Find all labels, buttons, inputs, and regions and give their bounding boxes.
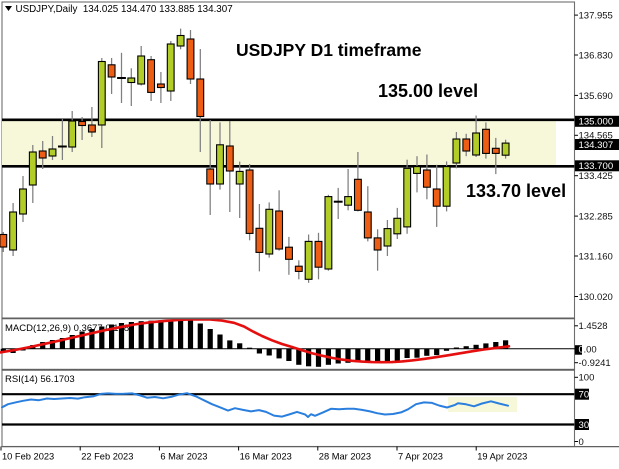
svg-text:132.285: 132.285: [579, 212, 613, 223]
svg-text:RSI(14) 56.1703: RSI(14) 56.1703: [5, 374, 75, 385]
svg-text:130.020: 130.020: [579, 292, 613, 303]
svg-text:10 Feb 2023: 10 Feb 2023: [2, 452, 54, 462]
svg-text:1.4528: 1.4528: [579, 321, 608, 332]
svg-text:136.830: 136.830: [579, 50, 613, 61]
svg-text:133.70 level: 133.70 level: [466, 181, 566, 201]
svg-text:USDJPY,Daily 134.025 134.470: USDJPY,Daily 134.025 134.470 133.885 134…: [16, 4, 233, 15]
svg-text:30: 30: [579, 420, 590, 431]
svg-text:135.690: 135.690: [579, 91, 613, 102]
svg-text:19 Apr 2023: 19 Apr 2023: [477, 452, 527, 462]
svg-text:MACD(12,26,9) 0.3677 0.1981: MACD(12,26,9) 0.3677 0.1981: [5, 323, 134, 334]
svg-text:7 Apr 2023: 7 Apr 2023: [398, 452, 443, 462]
svg-text:135.00 level: 135.00 level: [378, 81, 478, 101]
svg-text:22 Feb 2023: 22 Feb 2023: [81, 452, 133, 462]
svg-text:133.700: 133.700: [579, 161, 614, 172]
svg-text:131.160: 131.160: [579, 251, 613, 262]
svg-text:137.955: 137.955: [579, 11, 613, 22]
svg-text:135.000: 135.000: [579, 117, 614, 128]
svg-text:133.425: 133.425: [579, 171, 613, 182]
svg-text:0: 0: [579, 437, 584, 448]
svg-text:-0.9241: -0.9241: [579, 358, 611, 369]
svg-text:100: 100: [579, 373, 595, 384]
svg-text:USDJPY D1 timeframe: USDJPY D1 timeframe: [236, 40, 422, 60]
svg-text:28 Mar 2023: 28 Mar 2023: [319, 452, 371, 462]
svg-text:16 Mar 2023: 16 Mar 2023: [240, 452, 292, 462]
svg-text:.00: .00: [584, 345, 597, 356]
svg-text:70: 70: [579, 390, 590, 401]
svg-text:6 Mar 2023: 6 Mar 2023: [160, 452, 207, 462]
svg-text:134.307: 134.307: [579, 140, 614, 151]
svg-text:134.565: 134.565: [579, 131, 613, 142]
svg-text:0: 0: [579, 345, 584, 356]
